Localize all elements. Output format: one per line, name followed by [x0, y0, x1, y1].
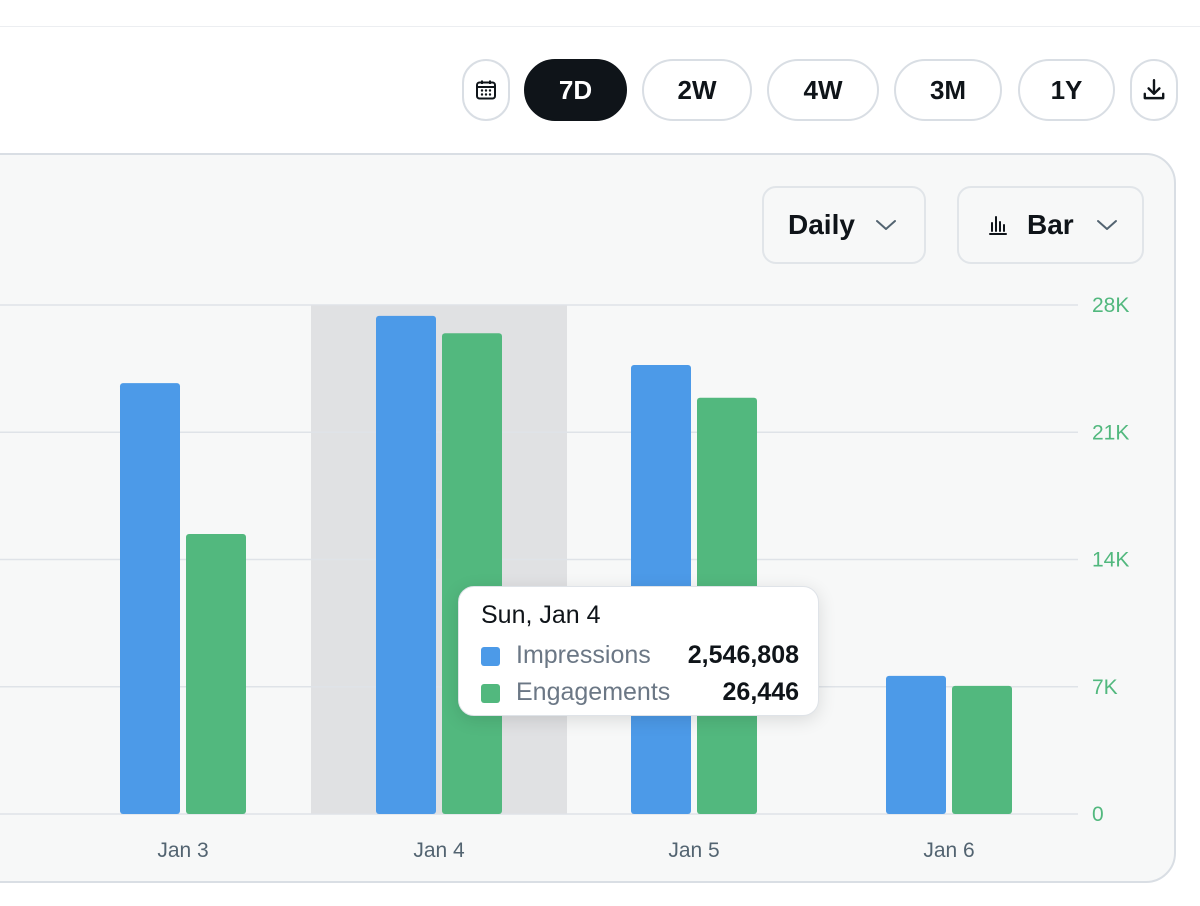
tooltip-title: Sun, Jan 4: [481, 601, 601, 629]
range-1y-button[interactable]: 1Y: [1018, 59, 1115, 121]
calendar-button[interactable]: [462, 59, 510, 121]
tooltip-label: Impressions: [516, 641, 651, 669]
chevron-down-icon: [875, 220, 896, 230]
bar-chart-icon: [989, 216, 1007, 235]
chart-type-dropdown[interactable]: Bar: [957, 186, 1144, 264]
chevron-down-icon: [1096, 220, 1117, 230]
y-tick-label: 7K: [1092, 676, 1118, 699]
x-tick-label: Jan 5: [668, 839, 719, 862]
bar-impressions-jan-3: [120, 383, 180, 814]
chart-type-label: Bar: [1027, 209, 1074, 240]
tooltip-value: 2,546,808: [687, 641, 799, 669]
tooltip-row-impressions: Impressions 2,546,808: [481, 641, 799, 671]
range-2w-button[interactable]: 2W: [642, 59, 752, 121]
engagements-swatch: [481, 684, 500, 703]
range-7d-button[interactable]: 7D: [524, 59, 627, 121]
impressions-swatch: [481, 647, 500, 666]
tooltip-label: Engagements: [516, 678, 671, 706]
top-nav-strip: [0, 0, 1200, 27]
granularity-label: Daily: [788, 209, 855, 240]
y-tick-label: 14K: [1092, 549, 1129, 572]
calendar-icon: [476, 80, 496, 100]
x-tick-label: Jan 4: [413, 839, 465, 862]
y-tick-label: 0: [1092, 803, 1104, 826]
bar-impressions-jan-4: [376, 315, 436, 814]
range-4w-button[interactable]: 4W: [767, 59, 879, 121]
bar-engagements-jan-4: [442, 333, 502, 814]
x-tick-label: Jan 3: [157, 839, 208, 862]
x-tick-label: Jan 6: [923, 839, 974, 862]
bar-impressions-jan-6: [886, 675, 946, 814]
chart-tooltip: Sun, Jan 4 Impressions 2,546,808 Engagem…: [458, 586, 819, 716]
tooltip-value: 26,446: [722, 678, 799, 706]
bar-engagements-jan-6: [952, 685, 1012, 814]
granularity-dropdown[interactable]: Daily: [762, 186, 926, 264]
y-tick-label: 28K: [1092, 294, 1129, 317]
bar-engagements-jan-3: [186, 534, 246, 814]
tooltip-row-engagements: Engagements 26,446: [481, 678, 799, 708]
y-tick-label: 21K: [1092, 421, 1129, 444]
download-icon: [1143, 79, 1165, 100]
range-3m-button[interactable]: 3M: [894, 59, 1002, 121]
download-button[interactable]: [1130, 59, 1178, 121]
